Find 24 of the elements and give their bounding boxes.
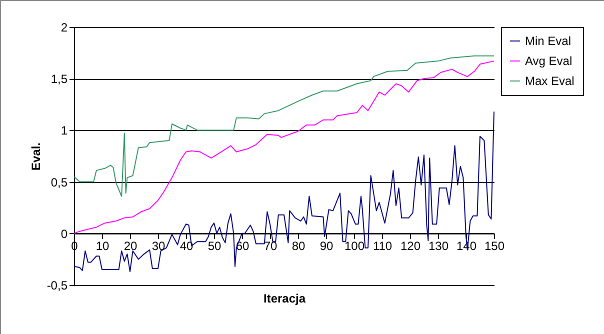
x-tick-label: 30 [152, 238, 166, 253]
y-tick-label: 1,5 [50, 72, 68, 86]
x-tick-label: 80 [292, 238, 306, 253]
x-tick-label: 90 [320, 238, 334, 253]
x-tick-label: 50 [208, 238, 222, 253]
legend-label: Min Eval [525, 34, 572, 48]
x-tick-label: 20 [124, 238, 138, 253]
x-tick-label: 120 [400, 238, 421, 253]
x-tick-label: 40 [180, 238, 194, 253]
y-tick-label: -0,5 [46, 278, 68, 292]
x-axis-title: Iteracja [263, 292, 306, 306]
x-tick-label: 10 [96, 238, 110, 253]
x-tick-label: 100 [344, 238, 365, 253]
legend-label: Max Eval [525, 74, 574, 88]
y-tick-label: 1 [60, 124, 68, 138]
y-axis-title: Eval. [28, 142, 43, 171]
x-tick-label: 150 [484, 238, 505, 253]
y-tick-label: 2 [60, 20, 68, 34]
x-tick-label: 110 [372, 238, 392, 253]
x-tick-label: 70 [264, 238, 278, 253]
x-tick-label: 130 [428, 238, 449, 253]
y-tick-label: 0 [60, 226, 68, 241]
legend-label: Avg Eval [525, 54, 572, 68]
y-tick-label: 0,5 [50, 175, 68, 190]
